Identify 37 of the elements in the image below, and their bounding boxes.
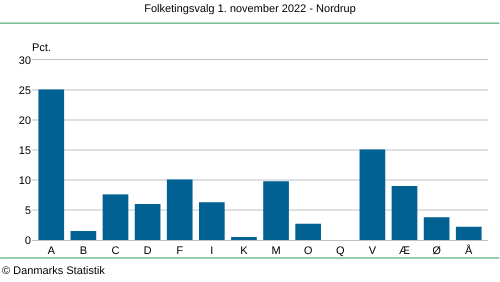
x-tick-label: Å (465, 244, 474, 258)
y-tick-label: 0 (24, 234, 31, 247)
bar (424, 217, 450, 240)
x-tick-label: K (240, 245, 248, 258)
bar (134, 204, 160, 240)
x-tick-label: I (210, 245, 214, 258)
x-tick-label: C (112, 245, 120, 258)
x-tick-label: Ø (432, 245, 442, 258)
bar (70, 231, 96, 240)
y-tick-label: 20 (18, 114, 31, 127)
x-tick-label: F (176, 245, 184, 258)
y-axis-title: Pct. (32, 42, 51, 54)
y-tick-label: 5 (24, 204, 31, 217)
x-tick-label: Q (336, 245, 345, 258)
bar (360, 149, 386, 240)
bar (198, 202, 225, 240)
bar (263, 181, 289, 240)
x-tick-label: Æ (399, 245, 410, 258)
bar (166, 179, 193, 240)
x-tick-label: A (48, 245, 56, 258)
x-tick-label: D (144, 245, 152, 258)
y-tick-label: 25 (18, 84, 31, 97)
x-tick-label: V (368, 245, 377, 258)
y-tick-label: 15 (18, 144, 31, 157)
y-tick-label: 10 (18, 174, 31, 187)
bar (38, 89, 64, 240)
chart-title: Folketingsvalg 1. november 2022 - Nordrup (144, 2, 356, 15)
y-tick-label: 30 (18, 54, 31, 67)
text: © Danmarks Statistik (2, 265, 106, 277)
bar (295, 224, 322, 240)
x-tick-label: O (304, 245, 313, 258)
x-tick-label: M (271, 245, 281, 258)
bar (392, 186, 418, 240)
bar (231, 237, 257, 240)
bar (102, 194, 128, 240)
bar (456, 226, 482, 240)
x-tick-label: B (80, 245, 88, 258)
